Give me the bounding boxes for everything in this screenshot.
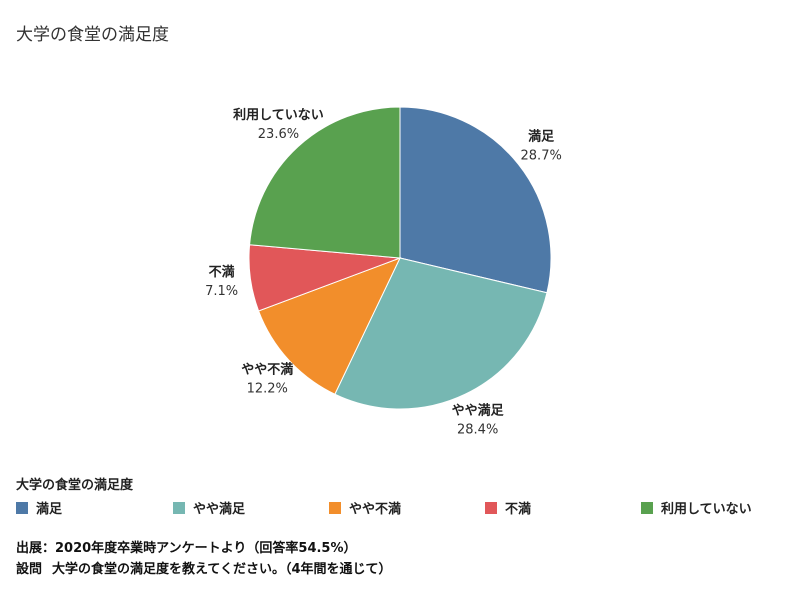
legend-swatch xyxy=(485,501,497,514)
legend-label: 満足 xyxy=(36,502,63,517)
slice-value-0: 28.7% xyxy=(521,148,562,163)
legend-label: やや満足 xyxy=(193,502,246,517)
slice-label-0: 満足 xyxy=(528,128,555,144)
pie-chart: 満足 28.7% やや満足 28.4% やや不満 12.2% 不満 7.1% 利用していない 23… xyxy=(205,106,562,437)
pie-slice-1[interactable] xyxy=(334,257,548,410)
question-note: 設問 大学の食堂の満足度を教えてください。（4年間を通じて） xyxy=(16,558,392,577)
slice-label-3: 不満 xyxy=(209,264,235,280)
legend: 大学の食堂の満足度 満足 やや満足 やや不満 不満 利用していない xyxy=(16,474,786,518)
legend-swatch xyxy=(329,501,341,514)
pie-slice-4[interactable] xyxy=(249,106,401,259)
legend-item-yaya-manzoku[interactable]: やや満足 xyxy=(173,498,245,517)
slice-label-2: やや不満 xyxy=(241,362,293,378)
legend-swatch xyxy=(173,501,185,514)
slice-label-4: 利用していない xyxy=(233,107,324,123)
legend-item-fuman[interactable]: 不満 xyxy=(485,498,531,517)
chart-title: 大学の食堂の満足度 xyxy=(16,25,169,45)
legend-label: 不満 xyxy=(505,502,532,517)
legend-items: 満足 やや満足 やや不満 不満 利用していない xyxy=(16,498,786,518)
pie-slice-0[interactable] xyxy=(399,106,552,294)
pie-slice-2[interactable] xyxy=(257,257,401,395)
legend-swatch xyxy=(641,501,653,514)
legend-title: 大学の食堂の満足度 xyxy=(16,478,134,493)
question-text: 大学の食堂の満足度を教えてください。（4年間を通じて） xyxy=(52,562,392,577)
legend-label: 利用していない xyxy=(661,502,752,517)
legend-item-riyou-shiteinai[interactable]: 利用していない xyxy=(641,498,752,517)
slice-value-1: 28.4% xyxy=(457,422,498,437)
legend-item-yaya-fuman[interactable]: やや不満 xyxy=(329,498,401,517)
question-label: 設問 xyxy=(16,562,43,577)
slice-value-2: 12.2% xyxy=(247,382,288,397)
slice-value-3: 7.1% xyxy=(205,284,238,299)
legend-item-manzoku[interactable]: 満足 xyxy=(16,498,62,517)
slice-value-4: 23.6% xyxy=(258,127,299,142)
slice-label-1: やや満足 xyxy=(452,402,505,418)
source-note: 出展：2020年度卒業時アンケートより（回答率54.5%） xyxy=(16,541,357,556)
legend-label: やや不満 xyxy=(349,502,402,517)
legend-swatch xyxy=(16,501,28,514)
